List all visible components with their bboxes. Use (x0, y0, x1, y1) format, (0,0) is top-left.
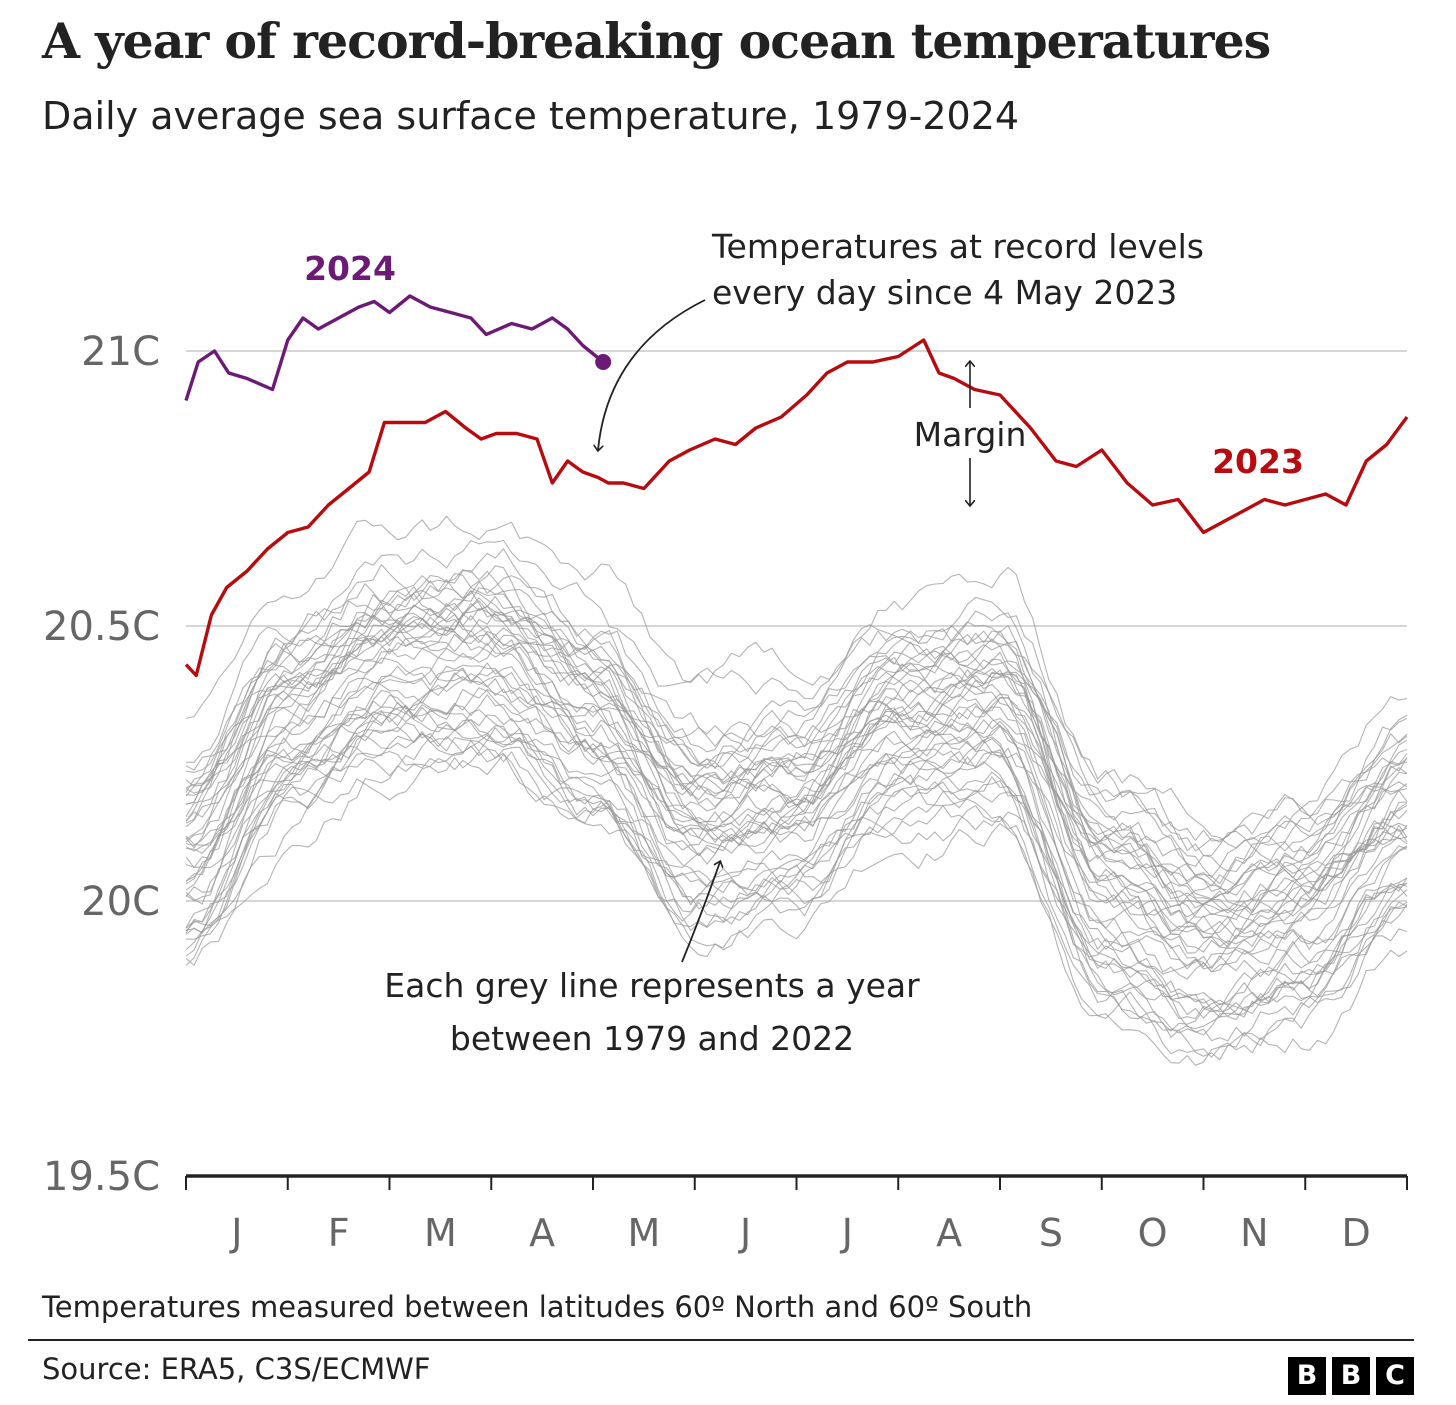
x-month-label-5: J (738, 1211, 751, 1255)
history-line-1984 (185, 753, 1408, 1061)
label-2023: 2023 (1212, 442, 1304, 481)
history-line-1979 (185, 733, 1408, 1030)
history-line-1991 (185, 667, 1408, 1006)
chart-subtitle: Daily average sea surface temperature, 1… (42, 94, 1020, 138)
history-line-2007 (185, 642, 1408, 948)
history-line-1987 (185, 736, 1408, 1020)
history-line-2008 (185, 604, 1408, 898)
history-line-1997 (185, 662, 1408, 1019)
history-line-1980 (185, 741, 1408, 1058)
x-month-label-4: M (627, 1211, 660, 1255)
chart-title: A year of record-breaking ocean temperat… (42, 12, 1271, 70)
history-line-1994 (185, 657, 1408, 973)
history-line-2019 (185, 603, 1408, 885)
history-line-2009 (185, 595, 1408, 925)
history-line-2022 (185, 605, 1408, 872)
bbc-logo: B B C (1288, 1357, 1414, 1395)
record-annotation-line1: Temperatures at record levels (711, 227, 1204, 266)
y-tick-label-2: 20C (81, 879, 160, 925)
history-lines (185, 515, 1408, 1066)
y-axis-labels: 21C 20.5C 20C 19.5C (43, 329, 160, 1200)
history-line-2014 (185, 570, 1408, 890)
x-month-label-10: N (1240, 1211, 1268, 1255)
x-month-label-1: F (328, 1211, 350, 1255)
gridlines (186, 350, 1407, 902)
annotations: 2024 2023 Temperatures at record levels … (304, 227, 1304, 1058)
logo-letter-b2: B (1332, 1357, 1370, 1395)
series-line-2023 (184, 338, 1409, 678)
margin-annotation: Margin (914, 415, 1027, 454)
history-line-2003 (185, 625, 1408, 953)
history-line-1981 (185, 722, 1408, 1036)
history-line-1986 (185, 719, 1408, 1042)
source-credit: Source: ERA5, C3S/ECMWF (42, 1352, 431, 1386)
history-line-1988 (185, 673, 1408, 1014)
history-line-2015 (185, 587, 1408, 878)
logo-letter-c: C (1376, 1357, 1414, 1395)
x-month-label-2: M (424, 1211, 457, 1255)
y-tick-label-1: 20.5C (43, 604, 160, 650)
line-chart: J F M A M J J A S O N D 21C 20.5C 20C 19.5C 2024 2023 … (43, 227, 1409, 1255)
label-2024: 2024 (304, 249, 396, 288)
history-line-2001 (185, 634, 1408, 921)
x-month-label-7: A (936, 1211, 962, 1255)
logo-letter-b1: B (1288, 1357, 1326, 1395)
grey-annotation-line1: Each grey line represents a year (384, 966, 920, 1005)
history-line-1992 (185, 709, 1408, 970)
x-month-label-0: J (229, 1211, 242, 1255)
x-month-label-11: D (1341, 1211, 1370, 1255)
x-month-label-6: J (840, 1211, 853, 1255)
x-month-label-3: A (529, 1211, 555, 1255)
history-line-2021 (185, 515, 1408, 849)
footer-divider (28, 1339, 1414, 1341)
history-line-2011 (185, 575, 1408, 901)
history-line-1990 (185, 714, 1408, 1032)
y-tick-label-3: 19.5C (43, 1154, 160, 1200)
grey-annotation-arrow (681, 862, 720, 963)
history-line-1983 (185, 746, 1408, 1066)
record-annotation-arrow (598, 299, 706, 450)
x-month-label-8: S (1039, 1211, 1063, 1255)
history-line-2018 (185, 565, 1408, 892)
series-line-2024 (184, 294, 605, 402)
history-line-2012 (185, 607, 1408, 918)
history-line-1993 (185, 687, 1408, 985)
y-tick-label-0: 21C (81, 329, 160, 375)
grey-annotation-line2: between 1979 and 2022 (450, 1019, 854, 1058)
history-line-2004 (185, 672, 1408, 945)
history-line-2017 (185, 539, 1408, 842)
history-line-1996 (185, 664, 1408, 954)
history-line-2000 (185, 617, 1408, 948)
history-line-1998 (185, 626, 1408, 939)
history-line-2020 (185, 548, 1408, 852)
highlight-series (184, 294, 1409, 678)
series-end-marker-2024 (595, 354, 612, 370)
footnote: Temperatures measured between latitudes … (42, 1290, 1033, 1324)
record-annotation-line2: every day since 4 May 2023 (712, 273, 1177, 312)
x-month-label-9: O (1138, 1211, 1168, 1255)
